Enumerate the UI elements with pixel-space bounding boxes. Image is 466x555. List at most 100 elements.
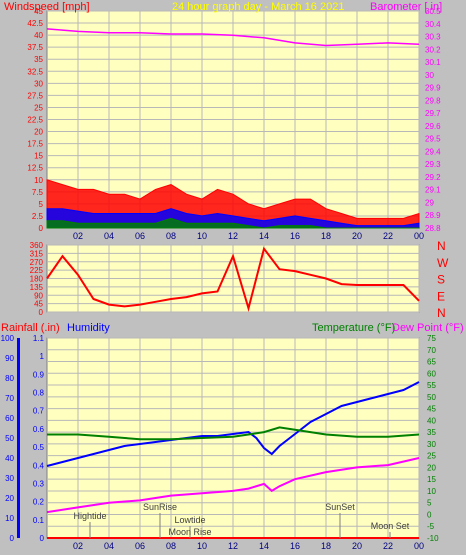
baro-tick-label: 28.8 — [425, 224, 441, 233]
compass-label: E — [437, 289, 445, 303]
direction-tick-label: 315 — [30, 249, 44, 258]
annotation-label: Hightide — [73, 511, 106, 521]
rain-tick-label: 0.8 — [33, 389, 45, 398]
x-tick-label: 16 — [290, 541, 300, 551]
temp-tick-label: 5 — [427, 499, 432, 508]
x-tick-label: 06 — [135, 541, 145, 551]
temp-tick-label: 50 — [427, 393, 436, 402]
annotation-label: SunSet — [325, 502, 355, 512]
baro-axis-title: Barometer [ in] — [370, 1, 442, 13]
temp-tick-label: -5 — [427, 522, 435, 531]
x-tick-label: 02 — [73, 541, 83, 551]
humidity-tick-label: 90 — [5, 354, 14, 363]
rain-tick-label: 0 — [40, 534, 45, 543]
x-tick-label: 02 — [73, 231, 83, 241]
rain-tick-label: 0.2 — [33, 498, 45, 507]
temp-tick-label: 60 — [427, 369, 436, 378]
x-tick-label: 14 — [259, 541, 269, 551]
direction-tick-label: 225 — [30, 266, 44, 275]
x-tick-label: 00 — [414, 541, 424, 551]
baro-tick-label: 30.5 — [425, 7, 441, 16]
x-tick-label: 10 — [197, 231, 207, 241]
humidity-tick-label: 100 — [1, 334, 15, 343]
x-tick-label: 04 — [104, 231, 114, 241]
humidity-tick-label: 60 — [5, 414, 14, 423]
humidity-tick-label: 50 — [5, 434, 14, 443]
wind-tick-label: 15 — [34, 152, 43, 161]
series-dew-point — [46, 457, 420, 514]
direction-tick-label: 360 — [30, 241, 44, 250]
direction-tick-label: 45 — [34, 300, 43, 309]
x-tick-label: 12 — [228, 231, 238, 241]
baro-tick-label: 29.7 — [425, 109, 441, 118]
baro-tick-label: 30.4 — [425, 20, 441, 29]
temp-tick-label: 0 — [427, 510, 432, 519]
direction-tick-label: 0 — [39, 308, 44, 317]
rain-axis-title: Rainfall (.in) — [1, 322, 60, 334]
direction-tick-label: 270 — [30, 258, 44, 267]
rain-axis-bar — [17, 338, 20, 538]
humidity-tick-label: 70 — [5, 394, 14, 403]
temp-tick-label: 20 — [427, 463, 436, 472]
wind-tick-label: 32.5 — [27, 67, 43, 76]
baro-tick-label: 30 — [425, 71, 434, 80]
temp-tick-label: 75 — [427, 334, 436, 343]
series-temperature — [47, 426, 420, 441]
rain-tick-label: 0.4 — [33, 461, 45, 470]
x-tick-label: 22 — [383, 231, 393, 241]
x-tick-label: 22 — [383, 541, 393, 551]
chart-title: 24 hour graph day - March 16 2021 — [172, 1, 344, 13]
direction-tick-label: 90 — [34, 291, 43, 300]
annotation-label: Lowtide — [174, 515, 205, 525]
wind-tick-label: 5 — [39, 200, 44, 209]
rain-tick-label: 0.5 — [33, 443, 45, 452]
baro-tick-label: 29.6 — [425, 122, 441, 131]
rain-tick-label: 1.1 — [33, 334, 45, 343]
temp-tick-label: 55 — [427, 381, 436, 390]
baro-tick-label: 29.5 — [425, 135, 441, 144]
wind-tick-label: 40 — [34, 31, 43, 40]
humidity-tick-label: 0 — [10, 534, 15, 543]
x-tick-label: 06 — [135, 231, 145, 241]
humidity-tick-label: 80 — [5, 374, 14, 383]
wind-tick-label: 25 — [34, 103, 43, 112]
baro-tick-label: 30.3 — [425, 33, 441, 42]
wind-tick-label: 27.5 — [27, 91, 43, 100]
temp-tick-label: 15 — [427, 475, 436, 484]
humidity-tick-label: 20 — [5, 494, 14, 503]
x-tick-label: 16 — [290, 231, 300, 241]
wind-tick-label: 17.5 — [27, 140, 43, 149]
baro-tick-label: 28.9 — [425, 211, 441, 220]
annotation-label: Moon Set — [371, 521, 410, 531]
x-tick-label: 00 — [414, 231, 424, 241]
baro-tick-label: 29.9 — [425, 84, 441, 93]
wind-tick-label: 30 — [34, 79, 43, 88]
wind-tick-label: 12.5 — [27, 164, 43, 173]
x-tick-label: 20 — [352, 231, 362, 241]
wind-tick-label: 0 — [39, 224, 44, 233]
compass-label: N — [437, 306, 446, 320]
baro-tick-label: 30.2 — [425, 45, 441, 54]
baro-tick-label: 29.3 — [425, 160, 441, 169]
wind-tick-label: 20 — [34, 128, 43, 137]
temp-tick-label: 65 — [427, 358, 436, 367]
temp-tick-label: 30 — [427, 440, 436, 449]
temp-tick-label: 45 — [427, 405, 436, 414]
wind-tick-label: 35 — [34, 55, 43, 64]
rain-tick-label: 0.3 — [33, 479, 45, 488]
x-tick-label: 14 — [259, 231, 269, 241]
baro-tick-label: 29.4 — [425, 147, 441, 156]
wind-tick-label: 22.5 — [27, 116, 43, 125]
temp-tick-label: 25 — [427, 452, 436, 461]
compass-label: W — [437, 256, 449, 270]
wind-tick-label: 7.5 — [32, 188, 44, 197]
x-tick-label: 04 — [104, 541, 114, 551]
rain-tick-label: 0.6 — [33, 425, 45, 434]
wind-series-low — [46, 217, 419, 229]
baro-series-line — [46, 28, 420, 47]
compass-label: S — [437, 273, 445, 287]
direction-tick-label: 180 — [30, 275, 44, 284]
wind-tick-label: 10 — [34, 176, 43, 185]
baro-tick-label: 29.1 — [425, 186, 441, 195]
